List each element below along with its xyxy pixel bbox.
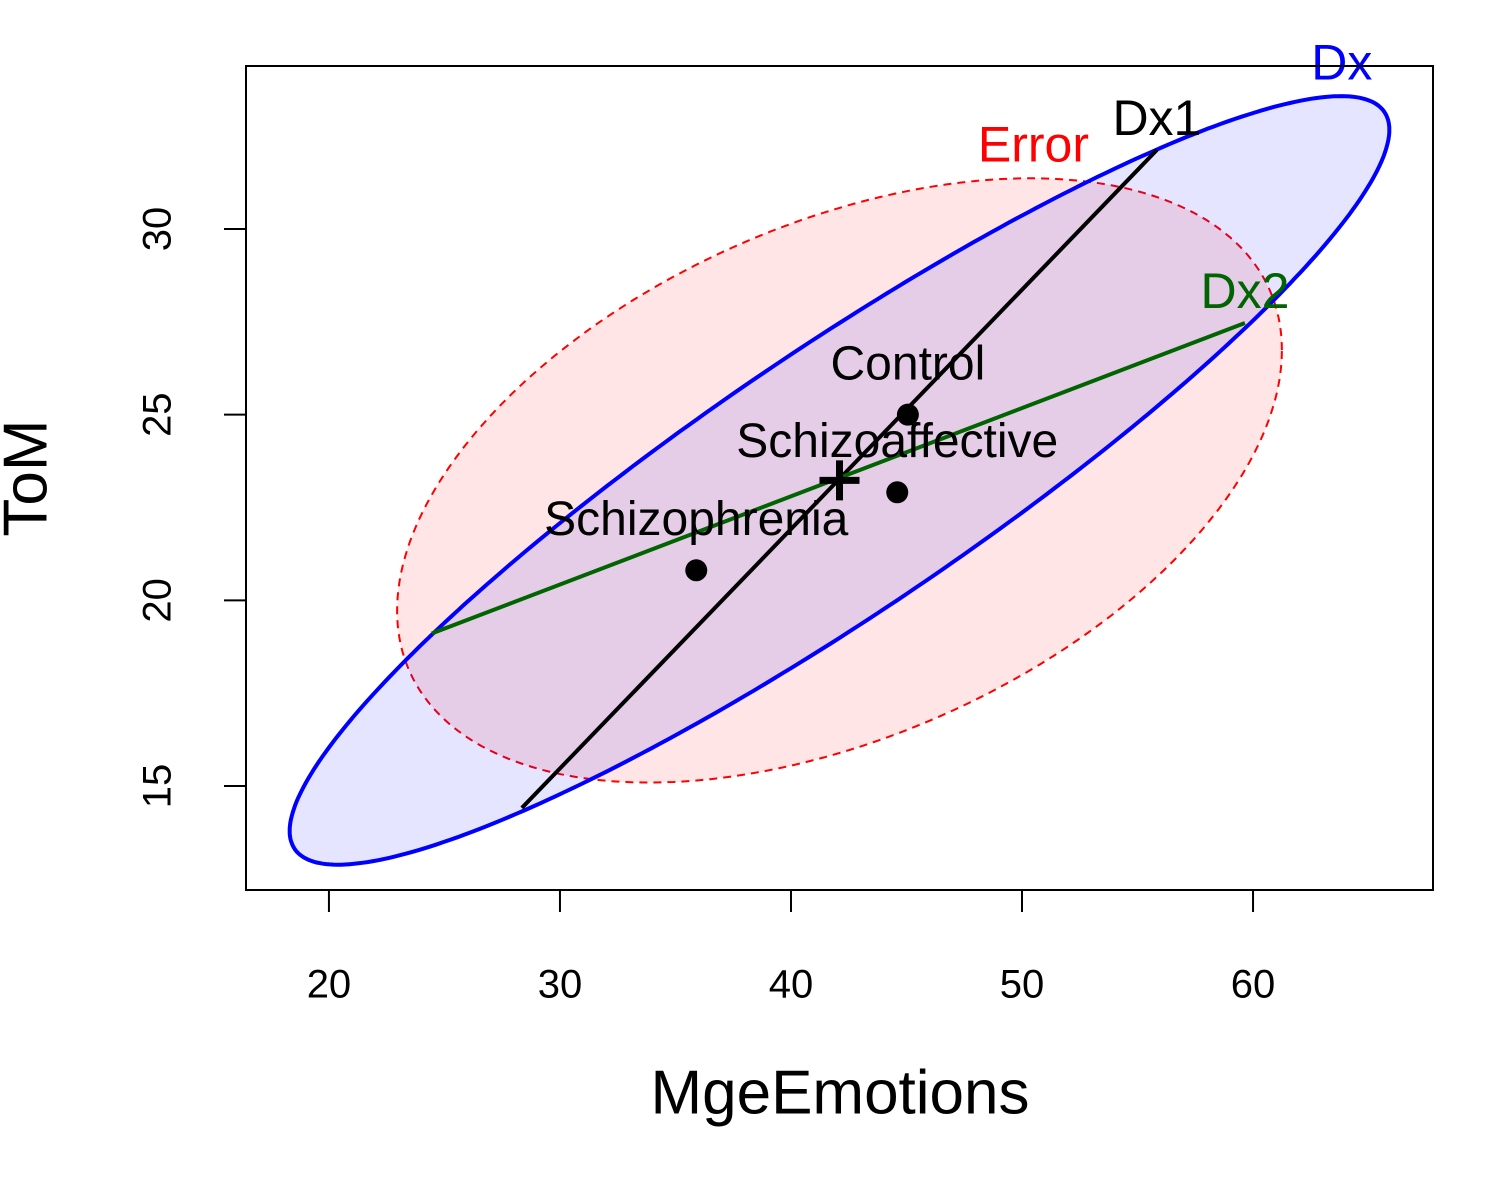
x-tick-label: 50: [1000, 963, 1045, 1007]
group-label: Control: [831, 337, 986, 390]
group-label: Schizophrenia: [544, 493, 849, 546]
y-tick-label: 15: [136, 764, 180, 809]
ellipse-label: Dx: [1311, 34, 1372, 90]
y-axis-title: ToM: [0, 419, 60, 536]
grand-mean: [819, 460, 860, 501]
x-tick-label: 60: [1231, 963, 1276, 1007]
group-mean: [896, 403, 919, 426]
group-mean: [685, 559, 708, 582]
y-tick-label: 25: [136, 392, 180, 437]
y-tick-label: 30: [136, 207, 180, 252]
x-axis-title: MgeEmotions: [650, 1058, 1029, 1127]
x-tick-label: 20: [307, 963, 352, 1007]
plot-frame: [245, 65, 1434, 891]
line-label: Dx1: [1112, 90, 1201, 146]
ellipse-label: Error: [978, 117, 1089, 173]
y-tick-label: 20: [136, 578, 180, 623]
group-mean: [886, 481, 909, 504]
group-label: Schizoaffective: [736, 415, 1058, 468]
x-tick-label: 30: [538, 963, 583, 1007]
x-tick-label: 40: [769, 963, 814, 1007]
line-label: Dx2: [1200, 263, 1289, 319]
